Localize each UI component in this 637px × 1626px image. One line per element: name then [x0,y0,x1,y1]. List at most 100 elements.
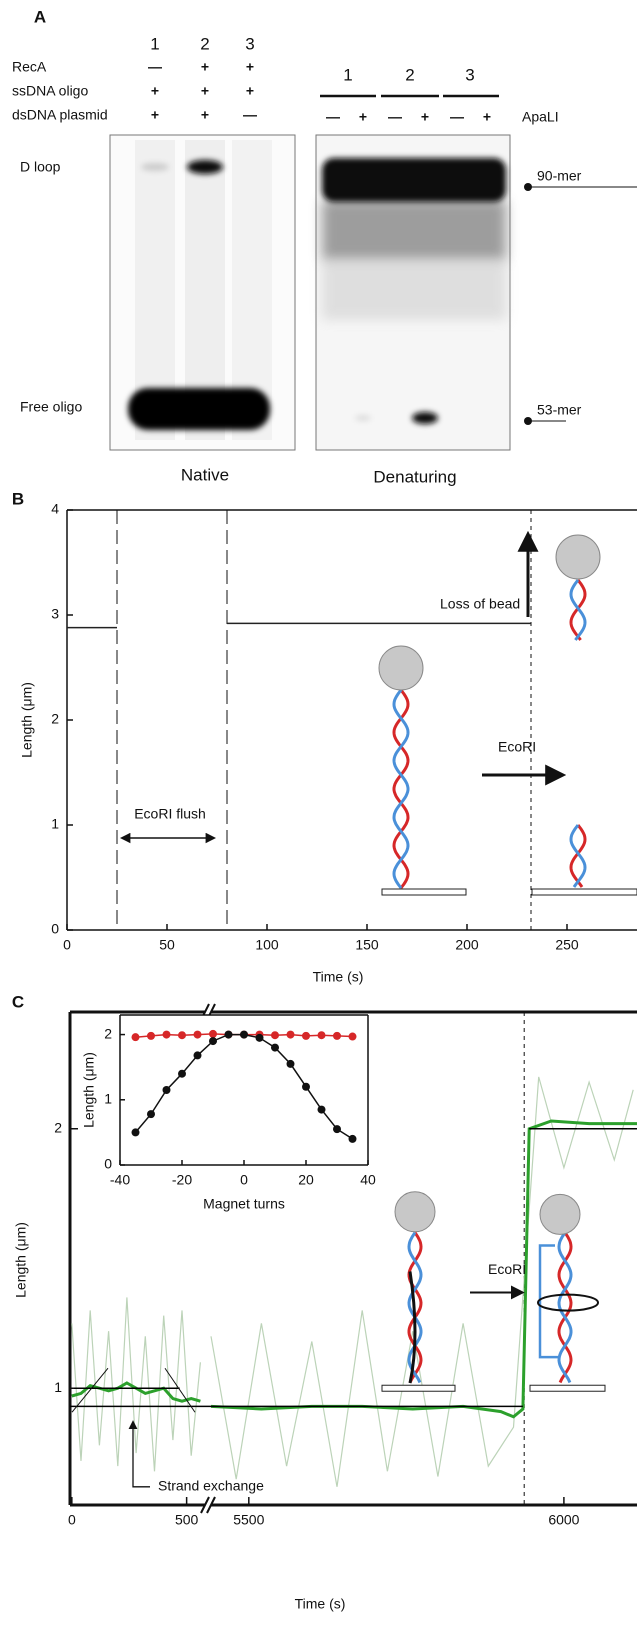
series-line [71,1297,201,1472]
y-tick-label: 1 [51,816,59,832]
bead [555,534,601,580]
surface [381,888,467,896]
y-axis-title: Length (μm) [81,1052,97,1128]
condition-label: dsDNA plasmid [12,107,108,123]
panel-label: A [34,7,46,26]
y-tick-label: 1 [104,1090,112,1106]
dna-strand [407,1231,423,1384]
x-tick-label: -20 [172,1172,192,1188]
point [162,1086,171,1094]
y-axis-title: Length (μm) [13,1222,29,1298]
dna-strand [392,689,410,889]
condition-label: ssDNA oligo [12,83,88,99]
band-label: Free oligo [20,399,82,415]
point [178,1069,186,1078]
y-tick-label: 0 [51,921,59,937]
x-axis-title: Time (s) [313,969,364,985]
point [333,1031,341,1040]
point [147,1031,155,1040]
lane-number: 2 [200,34,209,53]
gel-caption: Denaturing [373,467,456,486]
x-axis-title: Magnet turns [203,1196,285,1212]
x-tick-label: 200 [455,937,479,953]
dna-strand [557,1231,573,1384]
enzyme-mark: + [359,109,367,125]
group-label: 3 [465,65,474,84]
point [131,1033,140,1042]
lane-number: 1 [150,34,159,53]
point [271,1031,279,1040]
dna-strand [569,824,587,888]
annotation: EcoRI [488,1261,526,1277]
x-tick-label: 0 [68,1512,76,1528]
dna-strand [407,1231,423,1384]
group-label: 2 [405,65,414,84]
x-tick-label: 40 [360,1172,376,1188]
x-tick-label: 6000 [548,1512,579,1528]
point [286,1030,295,1039]
x-tick-label: 0 [63,937,71,953]
panel-a: A 1 2 3 RecA — + + ssDNA oligo + + + dsD… [12,7,637,486]
point [224,1030,233,1039]
y-tick-label: 2 [104,1025,112,1041]
dna-loop [538,1244,558,1359]
arrow [128,1420,150,1488]
rotation [537,1293,599,1312]
annotation: EcoRI [498,739,536,755]
condition-mark: + [201,59,209,75]
condition-mark: + [246,59,254,75]
point [302,1031,310,1040]
point [209,1029,217,1038]
condition-label: RecA [12,59,47,75]
annotation: Loss of bead [440,596,520,612]
point [162,1030,171,1039]
x-tick-label: 250 [555,937,579,953]
point [271,1043,279,1052]
group-label: 1 [343,65,352,84]
point [317,1105,326,1114]
gel-band [141,163,169,171]
annotation: EcoRI flush [134,806,206,822]
enzyme-mark: — [388,109,402,125]
point [193,1030,202,1039]
point [317,1031,326,1040]
enzyme-label: ApaLI [522,109,559,125]
enzyme-mark: — [450,109,464,125]
y-tick-label: 1 [54,1379,62,1395]
condition-mark: + [151,107,159,123]
condition-mark: — [148,59,162,75]
point [147,1110,155,1119]
gel-band [187,160,223,174]
y-tick-label: 2 [54,1119,62,1135]
y-tick-label: 4 [51,501,59,517]
condition-mark: — [243,107,257,123]
x-tick-label: 5500 [233,1512,264,1528]
point [255,1033,264,1042]
surface [381,1384,456,1392]
condition-mark: + [201,107,209,123]
condition-mark: + [246,83,254,99]
surface [529,1384,606,1392]
y-tick-label: 3 [51,606,59,622]
condition-mark: + [151,83,159,99]
enzyme-mark: + [421,109,429,125]
gel-smear [322,200,506,260]
y-tick-label: 2 [51,711,59,727]
dna-strand [408,1271,417,1384]
x-tick-label: 500 [175,1512,199,1528]
y-tick-label: 0 [104,1156,112,1172]
series-line [67,622,531,629]
condition-mark: + [201,83,209,99]
dna-strand [569,824,587,888]
x-tick-label: 100 [255,937,279,953]
bead [539,1193,581,1235]
dna-strand [569,579,587,641]
gel-smear [322,260,506,320]
point [131,1128,140,1137]
band-label: D loop [20,159,61,175]
panel-label: B [12,489,24,508]
size-label: 90-mer [537,168,582,184]
x-axis-title: Time (s) [295,1596,346,1612]
slant-mark [164,1367,196,1413]
